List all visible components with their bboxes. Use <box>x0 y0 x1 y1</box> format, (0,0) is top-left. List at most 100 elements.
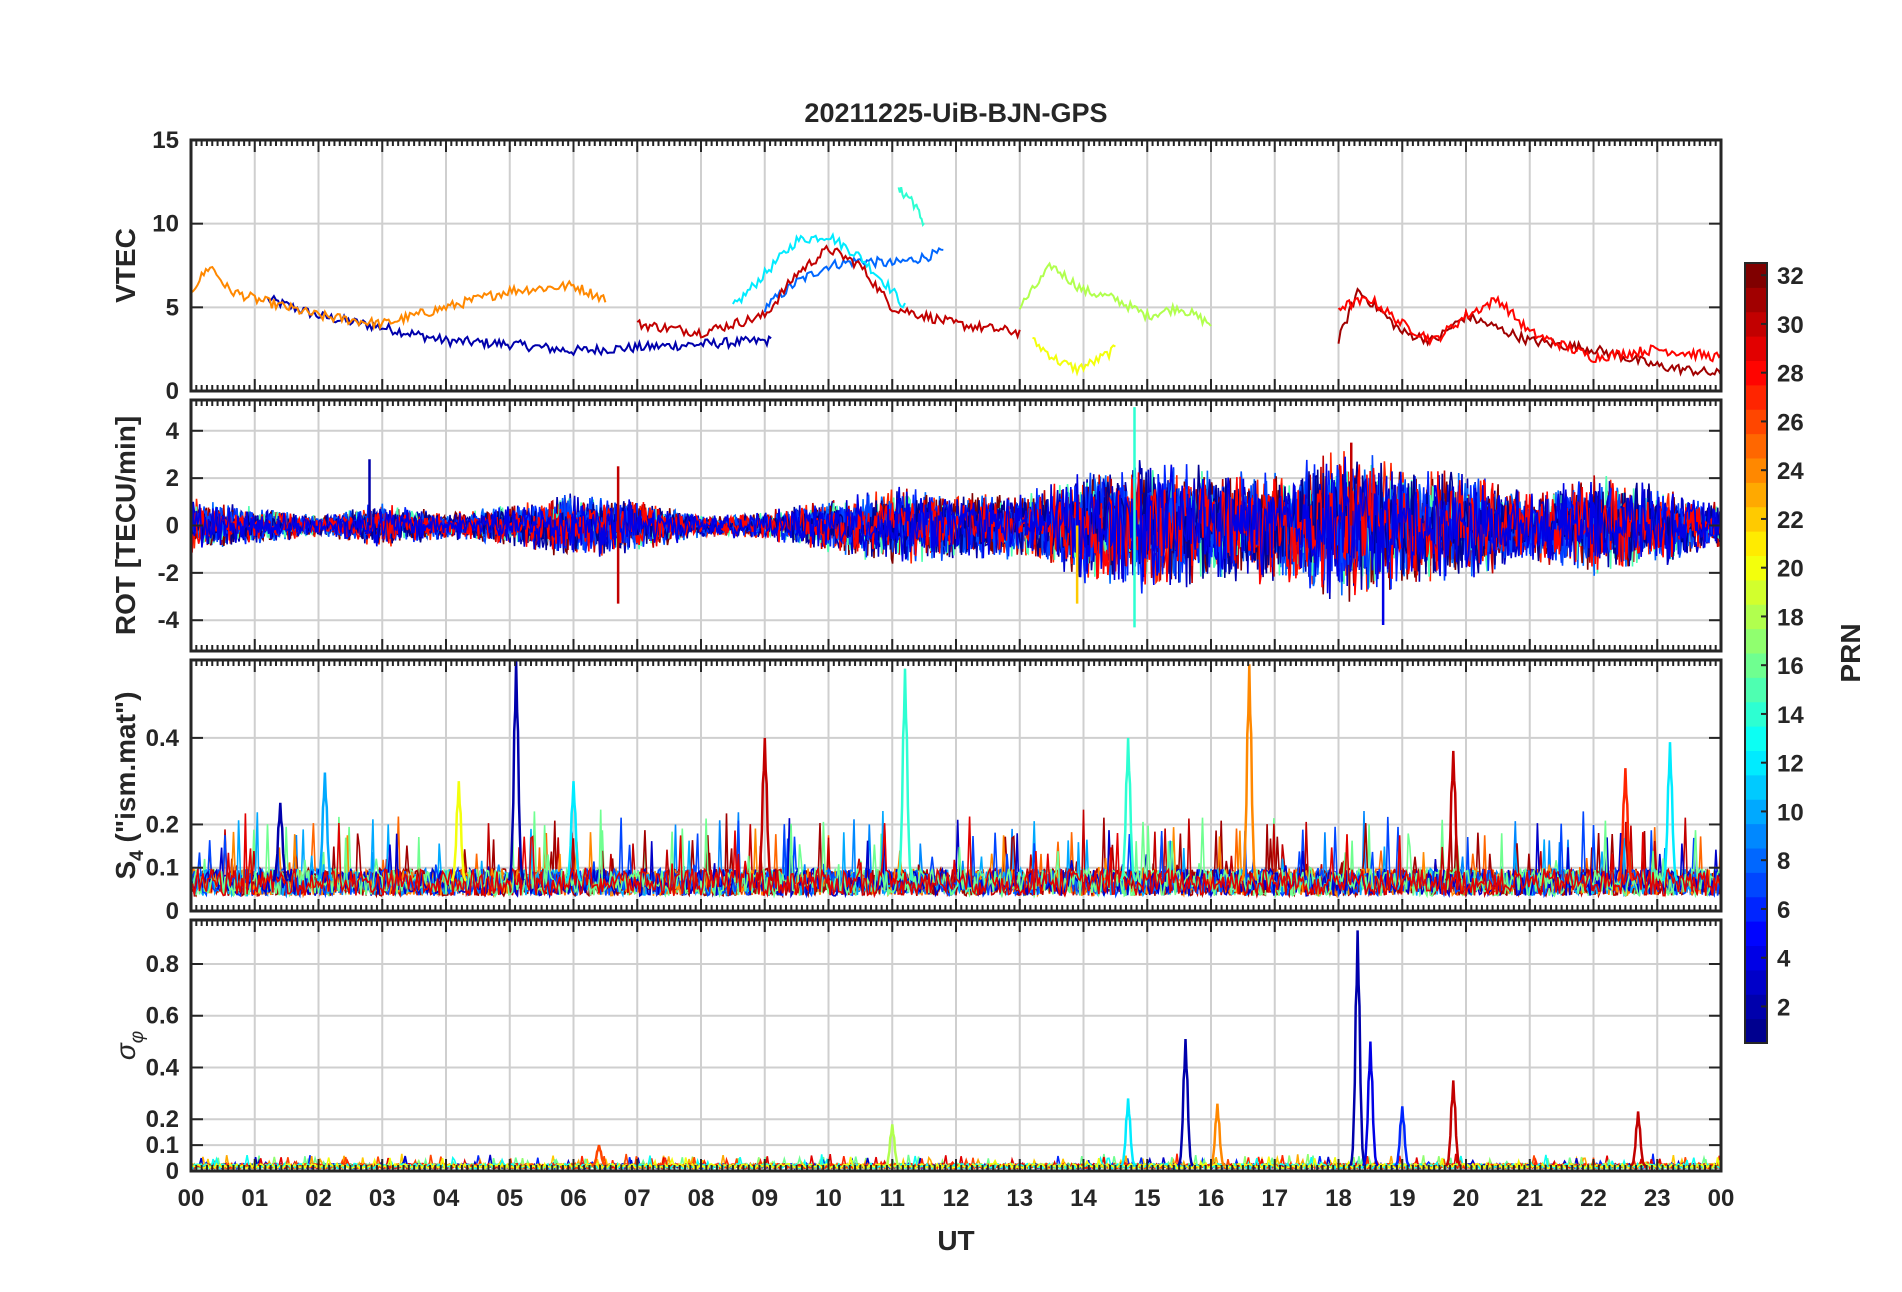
vtec-series-prn-2 <box>266 294 772 357</box>
scint-peak <box>1361 1041 1379 1167</box>
y-axis-label: σφ <box>110 1031 148 1060</box>
x-tick-label: 21 <box>1516 1185 1543 1212</box>
scint-peak <box>507 660 525 882</box>
colorbar-tick-label: 22 <box>1777 507 1804 534</box>
grid-lines <box>191 140 1721 391</box>
scint-trace-prn-16 <box>191 809 1721 899</box>
x-tick-label: 01 <box>241 1185 268 1212</box>
x-tick-label: 23 <box>1644 1185 1671 1212</box>
colorbar-tick-label: 20 <box>1777 556 1804 583</box>
x-ticks <box>190 400 1722 651</box>
vtec-series-prn-30 <box>636 244 1021 340</box>
y-tick-label: 0.4 <box>146 1054 180 1081</box>
colorbar-tick-label: 12 <box>1777 751 1804 778</box>
scint-peak <box>450 781 467 882</box>
colorbar-swatch-25 <box>1745 433 1767 459</box>
y-axis-label: ROT [TECU/min] <box>110 416 141 635</box>
colorbar-tick-label: 8 <box>1777 848 1790 875</box>
y-tick-label: 0.8 <box>146 951 179 978</box>
panel-2: -4 -2 0 2 4 ROT [TECU/min] <box>110 398 1723 653</box>
colorbar-swatch-5 <box>1745 921 1767 946</box>
x-tick-label: 06 <box>560 1185 587 1212</box>
colorbar-tick-label: 16 <box>1777 653 1804 680</box>
x-tick-label: 04 <box>433 1185 460 1212</box>
colorbar-tick-label: 28 <box>1777 361 1804 388</box>
y-axis-label: VTEC <box>110 228 141 303</box>
scint-peak <box>1617 768 1634 882</box>
scint-peak <box>1119 737 1137 882</box>
x-tick-label: 13 <box>1006 1185 1033 1212</box>
colorbar-tick-label: 30 <box>1777 312 1804 339</box>
x-tick-label: 20 <box>1453 1185 1480 1212</box>
colorbar-tick-label: 18 <box>1777 604 1804 631</box>
x-tick-label: 11 <box>880 1185 905 1212</box>
x-ticks <box>190 920 1722 1171</box>
x-tick-label: 09 <box>751 1185 778 1212</box>
scint-peak <box>1209 1103 1226 1167</box>
x-tick-label: 16 <box>1198 1185 1225 1212</box>
colorbar-tick-label: 24 <box>1777 458 1804 485</box>
colorbar-swatch-28 <box>1745 360 1767 386</box>
scint-peak <box>1394 1106 1411 1167</box>
scint-peak <box>1445 1080 1462 1167</box>
colorbar-swatch-1 <box>1745 1018 1767 1044</box>
colorbar-swatch-24 <box>1745 458 1767 483</box>
colorbar-swatch-23 <box>1745 482 1767 508</box>
colorbar-swatch-12 <box>1745 750 1767 776</box>
colorbar-swatch-7 <box>1745 872 1767 898</box>
scint-peak <box>565 781 582 882</box>
y-tick-label: 0.2 <box>146 1106 179 1133</box>
scint-peak <box>1119 1098 1137 1167</box>
x-tick-label: 08 <box>688 1185 715 1212</box>
vtec-series-prn-31 <box>1337 287 1721 377</box>
vtec-series-prn-24 <box>191 265 607 331</box>
x-tick-label: 19 <box>1389 1185 1416 1212</box>
scint-peak <box>1661 742 1679 882</box>
x-tick-label: 05 <box>496 1185 523 1212</box>
colorbar-swatch-13 <box>1745 726 1767 751</box>
colorbar-swatch-9 <box>1745 823 1767 849</box>
colorbar-swatch-27 <box>1745 384 1767 410</box>
colorbar-frame <box>1744 262 1768 1044</box>
colorbar-swatch-2 <box>1745 994 1767 1020</box>
x-ticks <box>190 660 1722 911</box>
colorbar-swatch-15 <box>1745 677 1767 703</box>
x-tick-label: 02 <box>305 1185 332 1212</box>
vtec-series-prn-14 <box>897 186 925 227</box>
scint-peak <box>896 668 914 882</box>
colorbar-swatch-19 <box>1745 579 1767 605</box>
colorbar-tick-label: 10 <box>1777 799 1804 826</box>
x-ticks <box>190 140 1722 391</box>
y-tick-label: 0.1 <box>146 1132 179 1159</box>
colorbar-swatch-4 <box>1745 945 1767 971</box>
colorbar-swatch-3 <box>1745 969 1767 995</box>
colorbar-swatch-14 <box>1745 701 1767 727</box>
plot-area <box>191 660 1721 899</box>
colorbar-swatch-18 <box>1745 604 1767 630</box>
x-tick-label: 00 <box>178 1185 205 1212</box>
colorbar-label: PRN <box>1835 623 1866 682</box>
colorbar-swatch-32 <box>1745 263 1767 288</box>
x-tick-label: 03 <box>369 1185 396 1212</box>
y-tick-label: 10 <box>152 211 179 238</box>
colorbar-tick-label: 4 <box>1777 946 1791 973</box>
scint-peak <box>591 1144 607 1168</box>
y-tick-label: 0.1 <box>146 855 179 882</box>
vtec-series-prn-28 <box>1337 294 1721 364</box>
panel-4: 00.10.2 0.4 0.6 0.8 σφ 00 01 02 03 04 05 06 07 08 09 10… <box>110 918 1734 1212</box>
scint-peak <box>756 737 774 882</box>
colorbar-swatch-22 <box>1745 506 1767 532</box>
colorbar-tick-label: 14 <box>1777 702 1804 729</box>
vtec-series-prn-18 <box>1018 261 1212 328</box>
vtec-series-prn-12 <box>732 231 906 309</box>
vtec-series-prn-8 <box>763 246 944 313</box>
colorbar-tick-label: 26 <box>1777 409 1804 436</box>
scint-peak <box>316 772 334 882</box>
colorbar-swatch-17 <box>1745 628 1767 654</box>
y-tick-label: 5 <box>166 294 179 321</box>
colorbar-tick-label: 2 <box>1777 994 1790 1021</box>
scint-peak <box>884 1124 901 1167</box>
